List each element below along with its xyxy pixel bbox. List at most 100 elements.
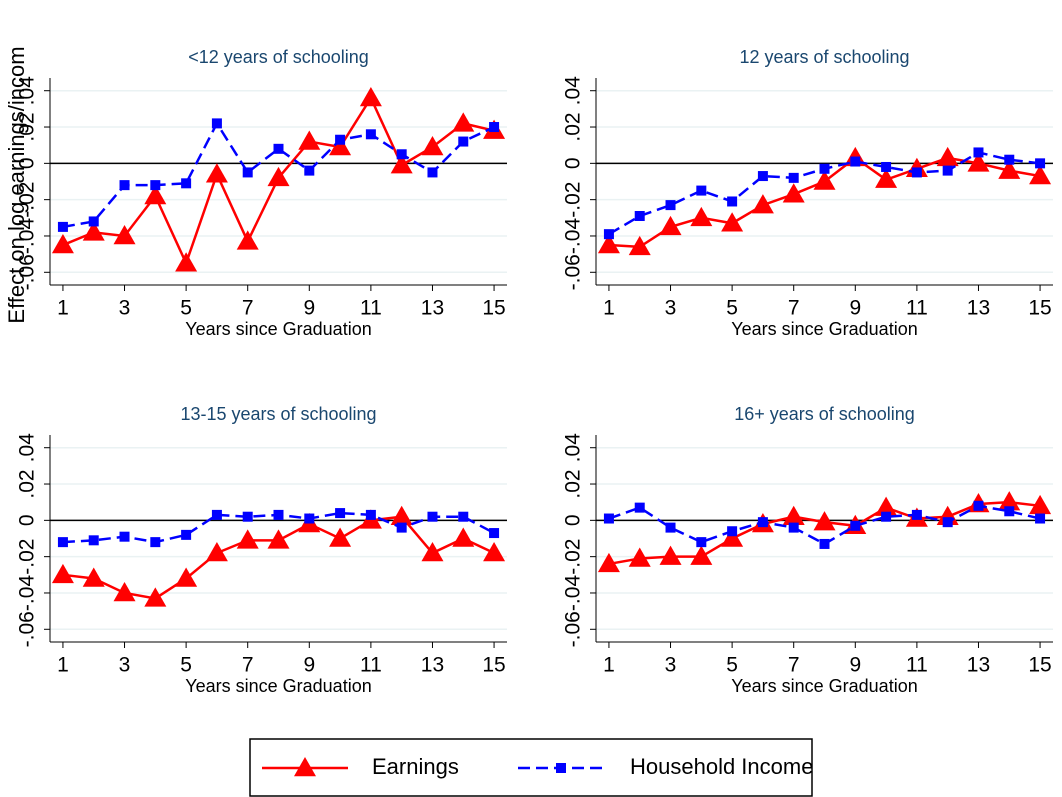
marker <box>721 527 744 547</box>
x-tick-label: 7 <box>788 654 800 677</box>
marker <box>82 221 105 241</box>
y-tick-label: -.02 <box>562 539 585 575</box>
marker <box>696 537 707 548</box>
marker <box>421 542 444 562</box>
y-tick-label: -.02 <box>16 182 39 218</box>
marker <box>119 180 130 191</box>
x-tick-label: 9 <box>849 654 861 677</box>
marker <box>782 183 805 203</box>
marker <box>390 505 413 525</box>
marker <box>113 581 136 602</box>
marker <box>57 221 68 232</box>
x-tick-label: 11 <box>360 654 382 677</box>
marker <box>181 178 192 189</box>
marker <box>690 206 713 227</box>
marker <box>597 552 620 573</box>
marker <box>998 159 1021 179</box>
marker <box>390 154 413 174</box>
marker <box>452 112 475 132</box>
marker <box>150 180 161 191</box>
x-tick-label: 13 <box>967 654 990 677</box>
marker <box>751 194 774 214</box>
marker <box>458 136 469 147</box>
marker <box>1035 513 1046 524</box>
y-tick-label: -.06 <box>16 611 39 647</box>
marker <box>911 167 922 178</box>
marker <box>365 509 376 520</box>
marker <box>659 545 682 565</box>
legend-label: Household Income <box>630 754 813 779</box>
x-tick-label: 5 <box>726 297 738 320</box>
marker <box>242 511 253 522</box>
marker <box>273 509 284 520</box>
x-tick-label: 5 <box>180 297 192 320</box>
marker <box>298 130 321 150</box>
marker <box>782 505 805 525</box>
panel-title: 12 years of schooling <box>739 47 909 67</box>
marker <box>396 522 407 533</box>
y-tick-label: .02 <box>562 112 585 141</box>
marker <box>1035 158 1046 169</box>
marker <box>329 527 352 547</box>
y-tick-label: .04 <box>16 76 39 106</box>
marker <box>819 163 830 174</box>
x-tick-label: 3 <box>665 297 677 320</box>
marker <box>205 163 228 183</box>
marker <box>242 167 253 178</box>
marker <box>665 522 676 533</box>
marker <box>304 513 315 524</box>
marker <box>175 252 198 272</box>
y-tick-label: -.04 <box>562 218 585 255</box>
y-tick-label: 0 <box>562 157 585 169</box>
marker <box>634 211 645 221</box>
marker <box>144 587 167 607</box>
y-tick-label: .02 <box>562 469 585 498</box>
marker <box>335 508 346 519</box>
marker <box>659 215 682 236</box>
marker <box>51 563 74 584</box>
panel-title: 16+ years of schooling <box>734 404 915 424</box>
x-tick-label: 3 <box>119 654 131 677</box>
marker <box>556 763 566 773</box>
x-tick-label: 1 <box>603 297 615 320</box>
x-tick-label: 15 <box>1028 654 1051 677</box>
marker <box>875 168 898 188</box>
y-axis-label: Effect on log earnings/incom <box>4 46 29 323</box>
marker <box>813 511 836 531</box>
marker <box>788 522 799 533</box>
marker <box>427 511 438 522</box>
marker <box>396 149 407 160</box>
marker <box>696 185 707 196</box>
panel: <12 years of schooling -.06-.04-.02 0 .02 .0… <box>4 46 507 339</box>
marker <box>967 152 990 172</box>
marker <box>634 502 645 513</box>
marker <box>721 212 744 232</box>
marker <box>998 491 1021 511</box>
marker <box>489 528 500 539</box>
marker <box>875 496 898 516</box>
x-tick-label: 7 <box>242 297 254 320</box>
y-tick-label: 0 <box>562 514 585 526</box>
marker <box>150 537 161 548</box>
marker <box>205 542 228 562</box>
x-axis-label: Years since Graduation <box>731 319 917 339</box>
x-tick-label: 13 <box>421 654 444 677</box>
y-tick-label: -.04 <box>16 575 39 612</box>
marker <box>850 520 861 531</box>
marker <box>850 156 861 167</box>
x-axis-label: Years since Graduation <box>731 676 917 696</box>
y-tick-label: -.06 <box>562 254 585 290</box>
marker <box>119 531 130 542</box>
panel: 16+ years of schooling -.06-.04-.02 0 .02 .0… <box>562 404 1053 696</box>
marker <box>1004 154 1015 165</box>
marker <box>489 122 500 133</box>
marker <box>942 517 953 528</box>
marker <box>175 567 198 587</box>
y-tick-label: .04 <box>562 433 585 463</box>
x-tick-label: 9 <box>849 297 861 320</box>
panel-title: 13-15 years of schooling <box>180 404 376 424</box>
marker <box>57 537 68 548</box>
marker <box>788 172 799 183</box>
marker <box>267 529 290 549</box>
y-tick-label: -.02 <box>562 182 585 218</box>
